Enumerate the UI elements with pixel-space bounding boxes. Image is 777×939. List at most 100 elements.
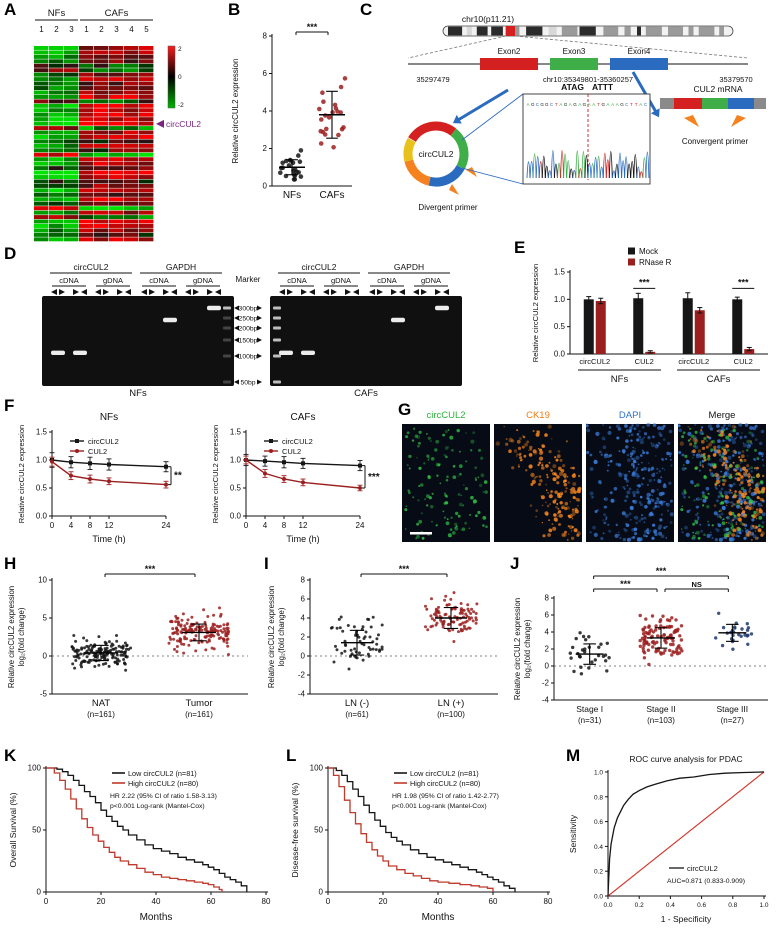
svg-text:***: ***: [368, 472, 380, 483]
panel-a-letter: A: [4, 0, 17, 19]
svg-text:0.6: 0.6: [697, 902, 706, 909]
fluorescence-images: circCUL2 CK19 DAPI Merge: [402, 410, 766, 542]
svg-text:Months: Months: [140, 912, 173, 923]
svg-text:G: G: [583, 102, 587, 107]
panel-H: H -5 0 5 10 Relative circCUL2 expression log₂…: [2, 554, 260, 748]
svg-text:-4: -4: [298, 690, 306, 699]
svg-text:10: 10: [38, 576, 47, 585]
svg-text:250bp: 250bp: [239, 315, 258, 322]
svg-text:Relative circCUL2 expression: Relative circCUL2 expression: [211, 425, 220, 523]
svg-text:0.5: 0.5: [230, 484, 242, 493]
svg-text:A: A: [588, 102, 591, 107]
svg-text:12: 12: [299, 521, 308, 530]
svg-text:***: ***: [399, 564, 410, 574]
svg-text:1 - Specificity: 1 - Specificity: [661, 914, 712, 924]
svg-text:CAFs: CAFs: [707, 374, 731, 385]
svg-text:log₂(fold change): log₂(fold change): [523, 619, 532, 678]
svg-text:circCUL2: circCUL2: [687, 864, 718, 873]
svg-text:(n=31): (n=31): [578, 716, 602, 725]
scatter-chart-stage: -4 -2 0 2 4 6 8 Relative circCUL2 expression log…: [513, 566, 768, 725]
svg-text:0.4: 0.4: [666, 902, 675, 909]
svg-text:100bp: 100bp: [239, 353, 258, 360]
svg-text:4: 4: [301, 614, 306, 623]
svg-text:p<0.001 Log-rank (Mantel-Cox): p<0.001 Log-rank (Mantel-Cox): [392, 803, 487, 810]
svg-text:-2: -2: [542, 679, 550, 688]
svg-text:60: 60: [489, 897, 498, 906]
svg-text:0: 0: [326, 897, 331, 906]
svg-text:-2: -2: [298, 671, 306, 680]
svg-text:HR 2.22 (95% CI of ratio 1.58-: HR 2.22 (95% CI of ratio 1.58-3.13): [110, 793, 217, 800]
svg-text:(n=61): (n=61): [345, 710, 369, 719]
svg-text:***: ***: [639, 277, 650, 287]
svg-text:Sensitivity: Sensitivity: [568, 814, 578, 853]
svg-text:CAFs: CAFs: [291, 412, 316, 423]
svg-text:0: 0: [44, 897, 49, 906]
svg-text:***: ***: [145, 564, 156, 574]
svg-text:HR 1.98 (95% CI of ratio 1.42-: HR 1.98 (95% CI of ratio 1.42-2.77): [392, 793, 499, 800]
svg-text:Low circCUL2 (n=81): Low circCUL2 (n=81): [128, 769, 197, 778]
svg-text:circCUL2: circCUL2: [419, 149, 454, 159]
svg-text:C: C: [625, 102, 629, 107]
svg-text:NFs: NFs: [48, 8, 66, 19]
svg-text:(n=103): (n=103): [647, 716, 675, 725]
svg-text:NFs: NFs: [283, 190, 301, 201]
panel-M: M 0.0 0.0 0.2 0.2 0.4 0.4 0.6 0.6 0.8 0.8 1.0 1.0 RO…: [564, 746, 776, 938]
svg-text:circCUL2: circCUL2: [426, 410, 465, 421]
svg-text:T: T: [597, 102, 600, 107]
svg-text:gDNA: gDNA: [331, 276, 351, 285]
svg-text:4: 4: [129, 25, 134, 34]
rnase-r-bar-chart: 0.0 0.5 1.0 1.5 Relative circCUL2 expression…: [531, 247, 768, 385]
svg-text:cDNA: cDNA: [377, 276, 397, 285]
svg-text:2: 2: [99, 25, 104, 34]
svg-text:C: C: [550, 102, 554, 107]
svg-text:NFs: NFs: [611, 374, 629, 385]
svg-text:-2: -2: [178, 102, 184, 109]
svg-text:24: 24: [356, 521, 365, 530]
svg-text:cDNA: cDNA: [287, 276, 307, 285]
panel-i-letter: I: [264, 554, 269, 573]
svg-text:LN (-): LN (-): [345, 698, 369, 709]
svg-text:100: 100: [310, 764, 324, 773]
svg-text:circCUL2: circCUL2: [88, 437, 119, 446]
svg-text:NFs: NFs: [100, 412, 118, 423]
svg-text:Time (h): Time (h): [286, 534, 319, 544]
svg-text:4: 4: [263, 107, 268, 116]
svg-text:**: **: [174, 471, 182, 482]
svg-text:Stage I: Stage I: [576, 704, 603, 714]
svg-text:0.8: 0.8: [594, 794, 603, 801]
panel-b-letter: B: [228, 0, 241, 19]
svg-text:35297479: 35297479: [416, 75, 449, 84]
svg-text:CAFs: CAFs: [354, 388, 378, 399]
svg-text:Merge: Merge: [709, 410, 736, 421]
svg-text:Overall Survival (%): Overall Survival (%): [8, 792, 18, 867]
svg-text:0: 0: [50, 521, 55, 530]
svg-text:A: A: [611, 102, 614, 107]
svg-text:(n=161): (n=161): [185, 710, 213, 719]
svg-text:8: 8: [263, 32, 268, 41]
svg-text:A: A: [639, 102, 642, 107]
svg-text:0.0: 0.0: [230, 512, 242, 521]
svg-text:20: 20: [97, 897, 106, 906]
svg-text:circCUL2: circCUL2: [678, 357, 709, 366]
svg-text:A: A: [578, 102, 581, 107]
svg-text:0: 0: [263, 182, 268, 191]
svg-text:CUL2: CUL2: [635, 357, 654, 366]
svg-text:G: G: [573, 102, 577, 107]
stability-line-chart-cafs: 0.0 0.5 1.0 1.5 Relative circCUL2 expression…: [211, 412, 380, 544]
svg-text:***: ***: [620, 579, 631, 589]
svg-text:0: 0: [319, 888, 324, 897]
svg-text:3: 3: [69, 25, 74, 34]
svg-text:0.0: 0.0: [594, 894, 603, 901]
svg-text:5: 5: [43, 614, 48, 623]
svg-text:T: T: [635, 102, 638, 107]
svg-text:0.4: 0.4: [594, 844, 603, 851]
svg-text:Mock: Mock: [639, 247, 659, 256]
svg-text:4: 4: [263, 521, 268, 530]
scatter-chart-lymph-node: -4 -2 0 2 4 6 8 Relative circCUL2 expression log…: [267, 564, 498, 719]
svg-text:G: G: [540, 102, 544, 107]
svg-text:Convergent primer: Convergent primer: [682, 137, 749, 146]
svg-text:A: A: [559, 102, 562, 107]
svg-text:Relative circCUL2 expression: Relative circCUL2 expression: [513, 598, 522, 700]
svg-text:0.5: 0.5: [36, 484, 48, 493]
svg-text:A: A: [606, 102, 609, 107]
